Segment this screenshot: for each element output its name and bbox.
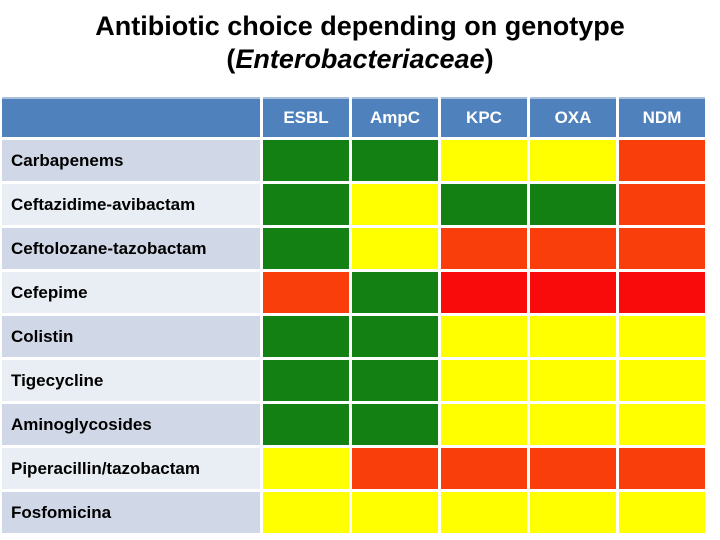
row-label: Aminoglycosides — [2, 404, 260, 445]
status-cell-ndm-row9 — [619, 492, 705, 533]
row-label: Piperacillin/tazobactam — [2, 448, 260, 489]
row-label: Fosfomicina — [2, 492, 260, 533]
status-cell-esbl-row8 — [263, 448, 349, 489]
status-cell-kpc-row7 — [441, 404, 527, 445]
column-header-esbl: ESBL — [263, 97, 349, 137]
status-cell-ndm-row2 — [619, 184, 705, 225]
status-cell-oxa-row4 — [530, 272, 616, 313]
status-cell-ampc-row2 — [352, 184, 438, 225]
status-cell-oxa-row2 — [530, 184, 616, 225]
status-cell-esbl-row3 — [263, 228, 349, 269]
status-cell-oxa-row9 — [530, 492, 616, 533]
status-cell-kpc-row5 — [441, 316, 527, 357]
row-label: Ceftolozane-tazobactam — [2, 228, 260, 269]
status-cell-kpc-row6 — [441, 360, 527, 401]
status-cell-ndm-row4 — [619, 272, 705, 313]
status-cell-oxa-row1 — [530, 140, 616, 181]
status-cell-kpc-row2 — [441, 184, 527, 225]
row-label: Carbapenems — [2, 140, 260, 181]
status-cell-ampc-row6 — [352, 360, 438, 401]
status-cell-ampc-row1 — [352, 140, 438, 181]
status-cell-esbl-row1 — [263, 140, 349, 181]
status-cell-ndm-row8 — [619, 448, 705, 489]
status-cell-oxa-row6 — [530, 360, 616, 401]
slide-title-line2: (Enterobacteriaceae) — [0, 43, 720, 76]
row-label: Ceftazidime-avibactam — [2, 184, 260, 225]
status-cell-esbl-row9 — [263, 492, 349, 533]
status-cell-kpc-row4 — [441, 272, 527, 313]
status-cell-ampc-row4 — [352, 272, 438, 313]
status-cell-ampc-row9 — [352, 492, 438, 533]
status-cell-ampc-row5 — [352, 316, 438, 357]
status-cell-kpc-row1 — [441, 140, 527, 181]
status-cell-kpc-row3 — [441, 228, 527, 269]
status-cell-oxa-row3 — [530, 228, 616, 269]
status-cell-oxa-row7 — [530, 404, 616, 445]
status-cell-ampc-row3 — [352, 228, 438, 269]
status-cell-ndm-row5 — [619, 316, 705, 357]
status-cell-ndm-row1 — [619, 140, 705, 181]
status-cell-esbl-row5 — [263, 316, 349, 357]
status-cell-esbl-row4 — [263, 272, 349, 313]
genotype-table: ESBL AmpC KPC OXA NDM Carbapenems Ceftazidime-… — [2, 97, 705, 533]
status-cell-oxa-row8 — [530, 448, 616, 489]
slide-title-line1: Antibiotic choice depending on genotype — [95, 11, 625, 41]
table-corner-cell — [2, 97, 260, 137]
status-cell-esbl-row2 — [263, 184, 349, 225]
column-header-ampc: AmpC — [352, 97, 438, 137]
title-paren-open: ( — [226, 43, 236, 74]
title-genus-name: Enterobacteriaceae — [235, 43, 485, 74]
row-label: Cefepime — [2, 272, 260, 313]
status-cell-oxa-row5 — [530, 316, 616, 357]
status-cell-ampc-row7 — [352, 404, 438, 445]
status-cell-ndm-row6 — [619, 360, 705, 401]
column-header-kpc: KPC — [441, 97, 527, 137]
slide-title: Antibiotic choice depending on genotype … — [0, 10, 720, 76]
status-cell-ampc-row8 — [352, 448, 438, 489]
status-cell-kpc-row8 — [441, 448, 527, 489]
status-cell-ndm-row7 — [619, 404, 705, 445]
status-cell-kpc-row9 — [441, 492, 527, 533]
column-header-ndm: NDM — [619, 97, 705, 137]
row-label: Colistin — [2, 316, 260, 357]
status-cell-esbl-row6 — [263, 360, 349, 401]
status-cell-ndm-row3 — [619, 228, 705, 269]
title-paren-close: ) — [484, 43, 494, 74]
column-header-oxa: OXA — [530, 97, 616, 137]
status-cell-esbl-row7 — [263, 404, 349, 445]
row-label: Tigecycline — [2, 360, 260, 401]
